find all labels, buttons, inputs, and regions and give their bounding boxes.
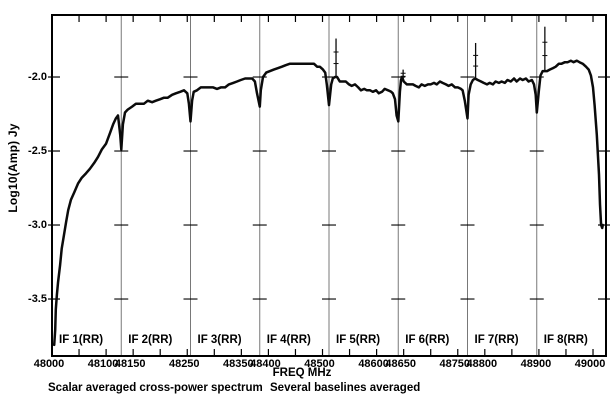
if-panel-label: IF 8(RR) — [543, 334, 588, 346]
y-tick-label: -2.5 — [28, 145, 47, 157]
if-panel-label: IF 3(RR) — [197, 334, 242, 346]
x-tick-label: 48400 — [250, 358, 281, 370]
y-axis-title: Log10(Amp) Jy — [6, 123, 20, 213]
x-tick-label: 48500 — [304, 358, 335, 370]
x-axis-title: FREQ MHz — [272, 367, 332, 379]
if-panel-label: IF 1(RR) — [59, 334, 104, 346]
x-tick-label: 48000 — [33, 358, 65, 370]
x-tick-label: 48250 — [168, 358, 200, 370]
if-panel-label: IF 5(RR) — [336, 334, 381, 346]
y-tick-label: -3.5 — [28, 293, 47, 306]
x-tick-label: 48350 — [223, 358, 254, 370]
if-panel-label: IF 7(RR) — [474, 334, 519, 346]
x-tick-label: 48650 — [385, 358, 416, 370]
caption-baselines: Several baselines averaged — [270, 382, 421, 394]
x-tick-label: 49000 — [574, 358, 606, 370]
if-panel-label: IF 4(RR) — [266, 334, 311, 346]
plot-frame — [51, 14, 607, 357]
x-tick-label: 48900 — [520, 358, 552, 370]
y-tick-label: -3.0 — [28, 219, 47, 232]
if-panel-label: IF 2(RR) — [128, 334, 173, 346]
caption-spectrum-type: Scalar averaged cross-power spectrum — [48, 382, 263, 394]
if-panel-label: IF 6(RR) — [405, 334, 450, 346]
x-tick-label: 48750 — [439, 358, 471, 370]
x-tick-label: 48150 — [114, 358, 146, 370]
x-tick-label: 48600 — [358, 358, 389, 370]
spectrum-curve — [52, 59, 605, 347]
y-tick-label: -2.0 — [28, 71, 47, 83]
x-tick-label: 48100 — [87, 358, 119, 370]
x-tick-label: 48800 — [466, 358, 498, 370]
